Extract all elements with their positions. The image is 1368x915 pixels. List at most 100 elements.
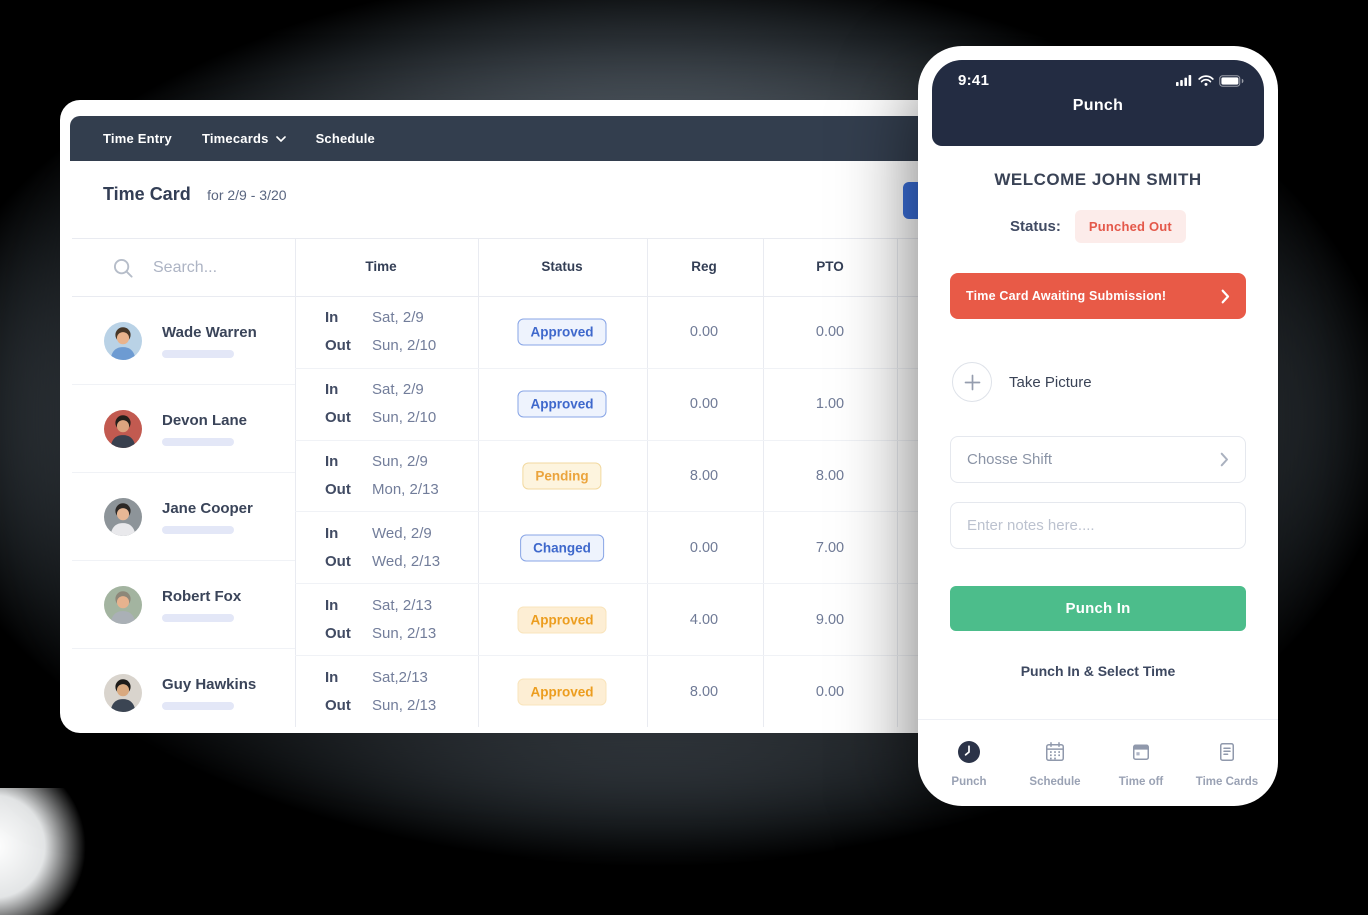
out-label: Out xyxy=(325,624,351,642)
entries-section: In Sat, 2/9 Out Sun, 2/10 Approved 0.00 0.00 In… xyxy=(295,297,1052,727)
employee-placeholder-bar xyxy=(162,525,234,534)
timecard-awaiting-banner[interactable]: Time Card Awaiting Submission! xyxy=(950,273,1246,319)
employee-name: Wade Warren xyxy=(162,323,257,341)
in-label: In xyxy=(325,309,339,327)
employee-row[interactable]: Wade Warren xyxy=(72,297,295,385)
phone-header: 9:41 Punch xyxy=(932,60,1264,146)
pto-value: 8.00 xyxy=(815,468,845,485)
punch-in-button[interactable]: Punch In xyxy=(950,586,1246,631)
out-date: Sun, 2/13 xyxy=(372,696,437,714)
choose-shift-select[interactable]: Chosse Shift xyxy=(950,436,1246,483)
in-date: Sun, 2/9 xyxy=(372,453,428,471)
out-date: Sun, 2/10 xyxy=(372,337,437,355)
nav-item-time-entry[interactable]: Time Entry xyxy=(103,131,172,146)
pto-value: 0.00 xyxy=(815,683,845,700)
nav-item-schedule[interactable]: Schedule xyxy=(316,131,375,146)
tab-schedule[interactable]: Schedule xyxy=(1012,736,1098,788)
tab-time-off[interactable]: Time off xyxy=(1098,736,1184,788)
employee-info: Wade Warren xyxy=(162,324,257,358)
search-input[interactable] xyxy=(153,253,281,283)
tab-punch[interactable]: Punch xyxy=(926,736,1012,788)
employee-row[interactable]: Jane Cooper xyxy=(72,473,295,561)
top-navbar: Time Entry Timecards Schedule xyxy=(70,116,1052,161)
out-date: Wed, 2/13 xyxy=(372,552,441,570)
tabbar-divider xyxy=(918,719,1278,720)
status-badge: Pending xyxy=(522,462,602,490)
tab-label: Schedule xyxy=(1029,776,1081,788)
in-label: In xyxy=(325,596,339,614)
nav-item-timecards[interactable]: Timecards xyxy=(202,131,286,146)
table-header: Time Status Reg PTO xyxy=(72,239,1052,297)
reg-value: 0.00 xyxy=(689,396,719,413)
in-date: Sat, 2/9 xyxy=(372,309,424,327)
in-label: In xyxy=(325,453,339,471)
employee-row[interactable]: Guy Hawkins xyxy=(72,649,295,727)
time-entry-row[interactable]: In Sat,2/13 Out Sun, 2/13 Approved 8.00 0.00 xyxy=(295,656,1052,727)
background-corner-highlight xyxy=(0,788,100,915)
column-header-time: Time xyxy=(365,259,397,274)
time-entry-row[interactable]: In Sat, 2/13 Out Sun, 2/13 Approved 4.00 9.00 xyxy=(295,584,1052,657)
in-line: In Sat, 2/9 xyxy=(325,376,436,404)
take-picture-button[interactable]: Take Picture xyxy=(952,362,1092,402)
time-entry-row[interactable]: In Wed, 2/9 Out Wed, 2/13 Changed 0.00 7.00 xyxy=(295,512,1052,585)
out-line: Out Mon, 2/13 xyxy=(325,476,439,504)
out-label: Out xyxy=(325,481,351,499)
in-date: Sat, 2/9 xyxy=(372,381,424,399)
employee-name: Devon Lane xyxy=(162,411,248,429)
employee-placeholder-bar xyxy=(162,349,234,358)
in-label: In xyxy=(325,381,339,399)
in-date: Wed, 2/9 xyxy=(372,524,432,542)
employee-row[interactable]: Robert Fox xyxy=(72,561,295,649)
reg-value: 8.00 xyxy=(689,468,719,485)
employee-name: Guy Hawkins xyxy=(162,675,257,693)
out-label: Out xyxy=(325,696,351,714)
search-icon xyxy=(113,258,134,279)
choose-shift-label: Chosse Shift xyxy=(967,451,1053,468)
nav-item-label: Timecards xyxy=(201,131,269,146)
in-out-block: In Sat, 2/13 Out Sun, 2/13 xyxy=(325,592,436,648)
status-bar-icons xyxy=(1176,74,1244,87)
employee-name: Robert Fox xyxy=(162,587,242,605)
out-line: Out Sun, 2/13 xyxy=(325,692,436,720)
column-header-reg: Reg xyxy=(691,259,717,274)
battery-icon xyxy=(1219,74,1244,87)
employee-placeholder-bar xyxy=(162,613,234,622)
employee-placeholder-bar xyxy=(162,701,234,710)
nav-item-label: Schedule xyxy=(315,131,375,146)
tab-time-cards[interactable]: Time Cards xyxy=(1184,736,1270,788)
in-label: In xyxy=(325,524,339,542)
avatar xyxy=(104,321,142,360)
column-header-status: Status xyxy=(541,259,583,274)
column-divider xyxy=(647,239,648,727)
document-icon xyxy=(1215,740,1239,769)
chevron-right-icon xyxy=(1221,289,1230,304)
pto-value: 0.00 xyxy=(815,324,845,341)
welcome-text: WELCOME JOHN SMITH xyxy=(994,170,1202,189)
status-badge: Approved xyxy=(517,606,607,634)
notes-field-wrap xyxy=(950,502,1246,549)
time-entry-row[interactable]: In Sat, 2/9 Out Sun, 2/10 Approved 0.00 1.00 xyxy=(295,369,1052,441)
pto-value: 7.00 xyxy=(815,539,845,556)
employee-row[interactable]: Devon Lane xyxy=(72,385,295,473)
notes-input[interactable] xyxy=(967,517,1229,534)
timecard-window: Time Entry Timecards Schedule Time Card … xyxy=(60,100,1052,733)
punch-status-row: Status: Punched Out xyxy=(918,210,1278,243)
avatar xyxy=(104,497,142,536)
time-entry-row[interactable]: In Sat, 2/9 Out Sun, 2/10 Approved 0.00 0.00 xyxy=(295,297,1052,369)
chevron-right-icon xyxy=(1220,452,1229,467)
plus-icon xyxy=(952,362,992,402)
timecard-table: Time Status Reg PTO Wade Warren Devon Lan… xyxy=(72,238,1052,727)
punch-in-select-time-link[interactable]: Punch In & Select Time xyxy=(1020,663,1176,679)
time-entry-row[interactable]: In Sun, 2/9 Out Mon, 2/13 Pending 8.00 8.00 xyxy=(295,441,1052,513)
reg-value: 0.00 xyxy=(689,539,719,556)
status-badge: Approved xyxy=(517,678,607,706)
employee-placeholder-bar xyxy=(162,437,234,446)
in-line: In Wed, 2/9 xyxy=(325,520,440,548)
in-out-block: In Wed, 2/9 Out Wed, 2/13 xyxy=(325,520,440,576)
wifi-icon xyxy=(1198,75,1214,86)
take-picture-label: Take Picture xyxy=(1009,373,1092,391)
reg-value: 4.00 xyxy=(689,611,719,628)
column-divider xyxy=(478,239,479,727)
phone-status-bar: 9:41 xyxy=(932,60,1264,89)
